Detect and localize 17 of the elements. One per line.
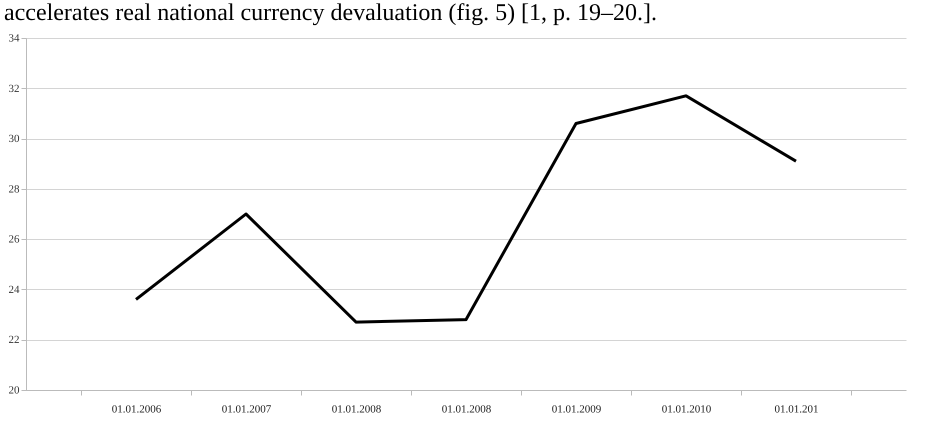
x-tick-label: 01.01.2008	[442, 404, 492, 416]
y-tick-label: 26	[8, 234, 20, 246]
y-tick-label: 22	[8, 334, 20, 346]
line-series	[134, 94, 798, 324]
text: accelerates real national currency devaluation (fig. 5) [1, p. 19–20.].	[3, 0, 658, 26]
y-tick-label: 24	[8, 284, 20, 296]
x-tick-label: 01.01.2008	[332, 404, 382, 416]
x-tick-label: 01.01.2010	[662, 404, 712, 416]
x-tick-label: 01.01.201	[774, 404, 818, 416]
y-tick-label: 34	[8, 32, 20, 44]
x-tick-label: 01.01.2009	[552, 404, 602, 416]
y-tick-label: 30	[8, 133, 20, 146]
y-tick-label: 28	[8, 183, 20, 196]
y-tick-label: 20	[8, 384, 20, 396]
y-tick-label: 32	[8, 82, 20, 95]
x-tick-label: 01.01.2007	[222, 404, 272, 416]
x-tick-label: 01.01.2006	[112, 404, 162, 416]
